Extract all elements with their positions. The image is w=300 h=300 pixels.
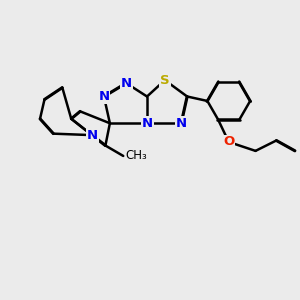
Text: N: N: [86, 129, 98, 142]
Text: O: O: [223, 136, 234, 148]
Text: S: S: [160, 74, 170, 87]
Text: N: N: [176, 117, 187, 130]
Text: N: N: [98, 90, 110, 103]
Text: N: N: [142, 117, 153, 130]
Text: CH₃: CH₃: [126, 149, 147, 162]
Text: N: N: [121, 76, 132, 90]
